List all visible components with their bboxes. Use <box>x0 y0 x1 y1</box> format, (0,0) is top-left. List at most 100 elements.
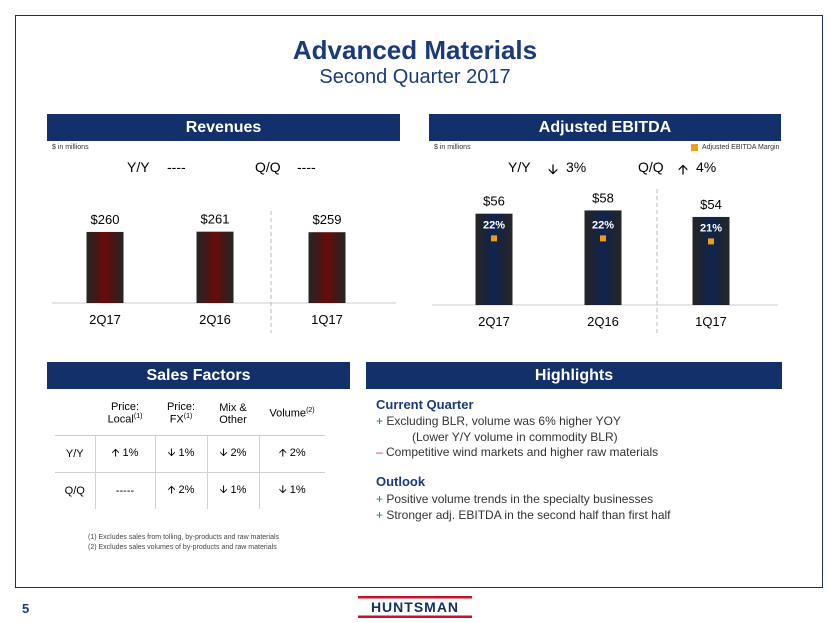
highlight-item: + Stronger adj. EBITDA in the second hal… <box>376 508 671 522</box>
column-header-line1: Price: <box>110 401 140 414</box>
column-header-line1: Volume(2) <box>269 407 315 421</box>
footnote-marker: (1) <box>183 413 193 421</box>
ebitda-band: Adjusted EBITDA <box>429 114 781 141</box>
footnote-1: (1) Excludes sales from tolling, by-prod… <box>88 534 280 541</box>
plus-icon: + <box>376 492 387 506</box>
ebitda-tick-label: 2Q17 <box>478 314 510 329</box>
rev-data-label: $260 <box>91 212 120 227</box>
row-label: Q/Q <box>64 484 85 497</box>
ebitda-yy-value: 3% <box>566 159 587 175</box>
minus-icon: – <box>376 445 387 459</box>
page-number: 5 <box>22 601 30 616</box>
footnote-marker: (1) <box>133 413 143 421</box>
ebitda-tick-label: 1Q17 <box>695 314 727 329</box>
sales-factors-column-header: Price: Local(1) <box>95 393 155 435</box>
sales-factors-row: Q/Q ----- 🡩 2% 🡫 1% 🡫 1% <box>55 472 325 509</box>
ebitda-yy-label: Y/Y <box>508 159 531 175</box>
ebitda-margin-point <box>708 238 714 245</box>
column-header-line1: Price: <box>166 401 196 414</box>
highlights-band: Highlights <box>366 362 782 389</box>
arrow-up-icon: 🡩 <box>278 447 290 459</box>
cell-value: 1% <box>178 447 195 459</box>
rev-bar <box>196 231 234 303</box>
highlight-item: – Competitive wind markets and higher ra… <box>376 445 658 459</box>
ebitda-data-label: $56 <box>483 194 505 209</box>
rev-bar <box>86 231 124 303</box>
sales-factors-cell: 🡫 1% <box>206 472 259 509</box>
cell-value: 2% <box>178 484 195 497</box>
rev-bar <box>308 232 346 303</box>
rev-tick-label: 2Q17 <box>89 312 121 327</box>
ebitda-legend-label: Adjusted EBITDA Margin <box>702 144 780 151</box>
sales-factors-column-header: Price: FX(1) <box>155 393 207 435</box>
column-header-line2: Other <box>219 413 247 426</box>
highlight-text: Excluding BLR, volume was 6% higher YOY <box>386 414 621 428</box>
highlights-current-heading: Current Quarter <box>376 397 474 412</box>
ebitda-legend-swatch <box>691 144 698 151</box>
page-title: Advanced Materials <box>292 35 538 65</box>
svg-text:HUNTSMAN: HUNTSMAN <box>371 599 459 615</box>
sales-factors-cell: 🡫 1% <box>258 472 325 509</box>
revenues-yy-value: ---- <box>167 159 186 175</box>
highlight-text: Positive volume trends in the specialty … <box>386 492 654 506</box>
rev-tick-label: 2Q16 <box>199 312 231 327</box>
sales-factors-row: Y/Y 🡩 1% 🡫 1% 🡫 2% 🡩 2% <box>55 435 325 472</box>
ebitda-bar <box>584 210 622 305</box>
cell-value: ----- <box>115 484 135 497</box>
rev-data-label: $261 <box>201 212 230 227</box>
column-header-line1: Mix & <box>219 401 247 414</box>
highlight-item: + Excluding BLR, volume was 6% higher YO… <box>376 414 621 428</box>
revenues-qq-label: Q/Q <box>255 159 281 175</box>
row-label: Y/Y <box>65 447 84 460</box>
highlights-outlook-heading: Outlook <box>376 474 426 489</box>
cell-value: 2% <box>289 447 306 459</box>
highlight-text: Competitive wind markets and higher raw … <box>386 445 659 459</box>
column-header-line2: Local(1) <box>107 413 143 427</box>
sales-factors-cell: ----- <box>94 472 155 509</box>
arrow-down-icon: 🡫 <box>219 447 231 459</box>
ebitda-margin-point <box>491 235 497 242</box>
cell-value: 2% <box>230 447 247 459</box>
cell-value: 1% <box>230 484 247 497</box>
sales-factors-cell: 🡩 1% <box>94 435 155 472</box>
sales-factors-corner <box>55 393 95 435</box>
ebitda-qq-arrow-up-icon: 🡩 <box>678 161 689 177</box>
highlight-item: (Lower Y/Y volume in commodity BLR) <box>412 430 618 444</box>
footnote-2: (2) Excludes sales volumes of by-product… <box>88 544 277 551</box>
cell-value: 1% <box>289 484 306 497</box>
cell-value: 1% <box>122 447 139 459</box>
rev-data-label: $259 <box>313 212 342 227</box>
sales-factors-column-header: Volume(2) <box>259 393 325 435</box>
ebitda-units: $ in millions <box>434 144 471 151</box>
ebitda-margin-label: 22% <box>592 219 614 231</box>
sales-factors-band: Sales Factors <box>47 362 350 389</box>
page-subtitle: Second Quarter 2017 <box>319 66 511 88</box>
ebitda-margin-label: 21% <box>700 222 722 234</box>
ebitda-qq-value: 4% <box>696 159 717 175</box>
ebitda-margin-point <box>600 235 606 242</box>
highlight-text: Stronger adj. EBITDA in the second half … <box>386 508 671 522</box>
sales-factors-table: Price: Local(1) Price: FX(1) Mix & Other Volum… <box>55 393 325 509</box>
revenues-band: Revenues <box>47 114 400 141</box>
footnote-marker: (2) <box>306 407 315 415</box>
sales-factors-cell: 🡩 2% <box>154 472 207 509</box>
revenues-qq-value: ---- <box>297 159 316 175</box>
sales-factors-cell: 🡩 2% <box>258 435 325 472</box>
sales-factors-header-row: Price: Local(1) Price: FX(1) Mix & Other Volum… <box>55 393 325 435</box>
arrow-down-icon: 🡫 <box>219 484 231 497</box>
arrow-down-icon: 🡫 <box>278 484 290 497</box>
highlight-text: (Lower Y/Y volume in commodity BLR) <box>412 430 618 444</box>
ebitda-bar <box>692 216 730 305</box>
ebitda-tick-label: 2Q16 <box>587 314 619 329</box>
huntsman-logo: HUNTSMAN <box>358 596 472 618</box>
rev-tick-label: 1Q17 <box>311 312 343 327</box>
plus-icon: + <box>376 414 387 428</box>
sales-factors-column-header: Mix & Other <box>207 393 259 435</box>
column-header-line2: FX(1) <box>169 413 193 427</box>
plus-icon: + <box>376 508 387 522</box>
ebitda-yy-arrow-down-icon: 🡫 <box>548 161 559 177</box>
revenues-yy-label: Y/Y <box>127 159 150 175</box>
highlight-item: + Positive volume trends in the specialt… <box>376 492 653 506</box>
